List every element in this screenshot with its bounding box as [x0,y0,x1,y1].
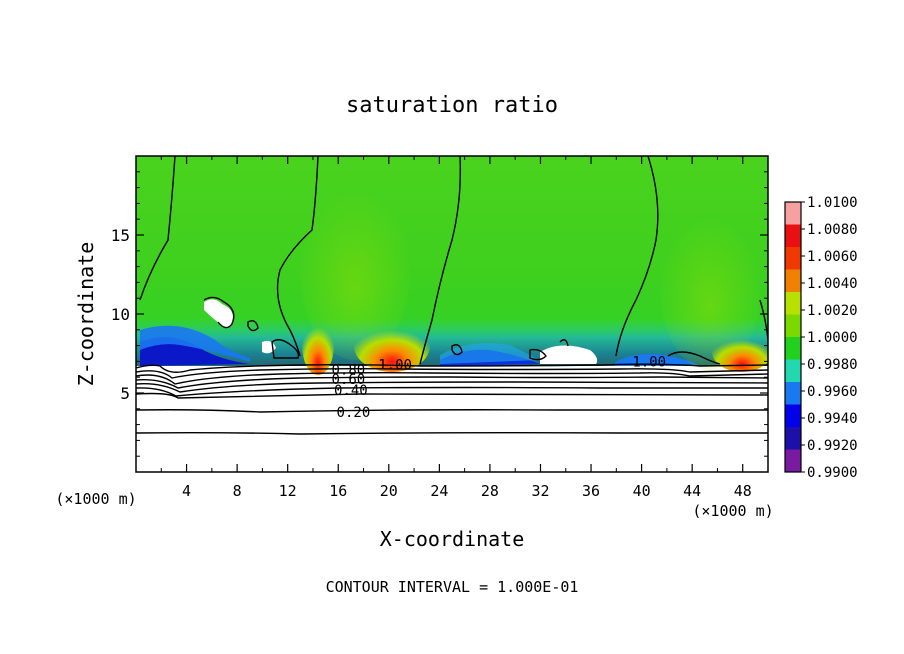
y-axis-title: Z-coordinate [74,242,98,387]
contour-label: 0.80 [331,362,365,378]
colorbar-swatch [785,269,801,293]
colorbar-label: 0.9940 [807,411,858,427]
colorbar-label: 0.9960 [807,384,858,400]
colorbar-swatch [785,224,801,248]
colorbar-swatch [785,314,801,338]
x-unit-left: (×1000 m) [55,490,136,508]
x-tick-label: 40 [633,482,651,500]
colorbar-label: 0.9920 [807,438,858,454]
colorbar-swatch [785,427,801,450]
colorbar-label: 1.0000 [807,330,858,346]
colorbar-swatch [785,337,801,360]
x-tick-label: 16 [329,482,347,500]
contour-label: 0.40 [334,383,368,399]
contour-label: 0.20 [337,405,371,421]
colorbar: 1.0100 1.0080 1.0060 1.0040 1.0020 1.0000 0.99… [784,195,858,481]
x-tick-label: 28 [481,482,499,500]
contour-label: 0.60 [331,372,365,388]
blue-patch-right [615,354,700,366]
colorbar-label: 0.9980 [807,357,858,373]
y-tick-label: 15 [111,226,130,245]
contour-interval-note: CONTOUR INTERVAL = 1.000E-01 [326,578,579,596]
colorbar-swatch [785,247,801,270]
x-tick-label: 4 [182,482,191,500]
chart-title: saturation ratio [346,93,558,118]
blue-patch-left [140,325,250,362]
yellow-zone-17km [300,180,410,360]
colorbar-swatch [785,202,801,225]
x-tick-label: 32 [531,482,549,500]
contour-label: 1.00 [632,354,666,370]
colorbar-label: 1.0020 [807,303,858,319]
x-tick-label: 12 [279,482,297,500]
x-tick-label: 44 [683,482,701,500]
colorbar-swatch [785,449,801,473]
plot-area [136,156,768,472]
x-axis: 4 8 12 16 20 24 28 32 36 40 44 48 [160,156,752,500]
contour-labels: 1.00 1.00 0.800.600.40 0.20 [331,354,666,421]
x-tick-label: 36 [582,482,600,500]
x-unit-right: (×1000 m) [692,502,773,520]
y-axis: 5 10 15 [111,171,768,457]
colorbar-label: 1.0080 [807,222,858,238]
colorbar-swatch [785,292,801,315]
colorbar-label: 1.0060 [807,249,858,265]
x-tick-label: 20 [380,482,398,500]
dark-blue-patch-left [140,337,250,366]
dry-pocket-6km [204,299,233,328]
dry-pocket-cloudbase-b [540,345,598,364]
saturation-contours [136,156,768,435]
contour-label: 1.00 [378,358,412,374]
x-tick-label: 24 [430,482,448,500]
x-axis-title: X-coordinate [380,527,525,551]
x-tick-label: 8 [233,482,242,500]
colorbar-label: 1.0100 [807,195,858,211]
colorbar-swatch [785,404,801,428]
blue-patch-mid2 [440,342,540,364]
yellow-zone-45km [660,210,760,370]
colorbar-swatch [785,382,801,405]
x-tick-label: 48 [734,482,752,500]
y-tick-label: 5 [120,384,130,403]
y-tick-label: 10 [111,305,130,324]
colorbar-label: 0.9900 [807,465,858,481]
colorbar-label: 1.0040 [807,276,858,292]
colorbar-swatch [785,359,801,383]
